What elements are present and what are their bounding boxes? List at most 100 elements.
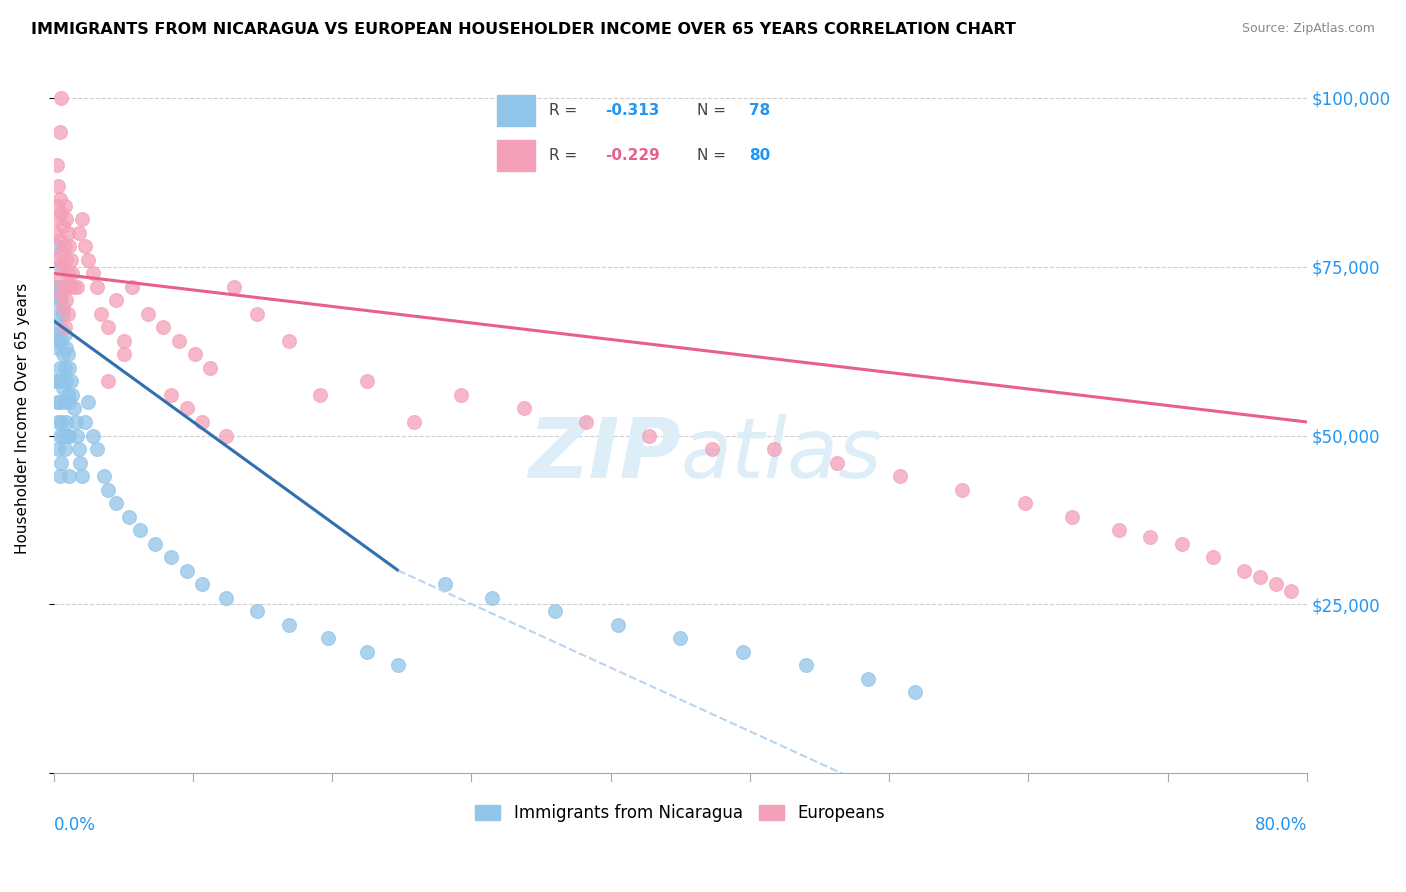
Point: [51, 246, 73, 260]
Point: [858, 672, 880, 686]
Point: [669, 631, 692, 645]
Point: [46, 375, 69, 389]
Point: [309, 388, 332, 402]
Point: [73, 239, 96, 253]
Point: [794, 658, 817, 673]
Point: [1108, 523, 1130, 537]
Point: [51, 375, 73, 389]
Point: [128, 523, 150, 537]
Point: [97, 483, 120, 497]
Point: [62, 267, 84, 281]
Point: [52, 347, 75, 361]
Point: [160, 550, 183, 565]
Point: [191, 415, 214, 429]
Point: [45, 158, 67, 172]
Point: [638, 428, 661, 442]
Point: [112, 347, 135, 361]
Text: 80.0%: 80.0%: [1254, 816, 1308, 834]
Point: [481, 591, 503, 605]
Point: [49, 233, 72, 247]
Point: [450, 388, 472, 402]
Point: [70, 469, 93, 483]
Point: [136, 307, 159, 321]
Point: [152, 320, 174, 334]
Point: [167, 334, 190, 348]
Point: [73, 415, 96, 429]
Point: [215, 591, 238, 605]
Point: [51, 293, 73, 308]
Point: [45, 334, 67, 348]
Point: [356, 375, 378, 389]
Text: 0.0%: 0.0%: [53, 816, 96, 834]
Point: [56, 307, 79, 321]
Point: [58, 361, 80, 376]
Point: [575, 415, 598, 429]
Point: [56, 226, 79, 240]
Point: [45, 199, 67, 213]
Point: [58, 469, 80, 483]
Point: [387, 658, 409, 673]
Point: [46, 260, 69, 274]
Point: [51, 456, 73, 470]
Point: [46, 178, 69, 193]
Point: [112, 334, 135, 348]
Point: [66, 280, 89, 294]
Point: [904, 685, 927, 699]
Point: [97, 320, 120, 334]
Point: [49, 394, 72, 409]
Legend: Immigrants from Nicaragua, Europeans: Immigrants from Nicaragua, Europeans: [468, 797, 891, 829]
Point: [950, 483, 973, 497]
Point: [63, 280, 86, 294]
Point: [55, 375, 77, 389]
Point: [52, 307, 75, 321]
Point: [58, 280, 80, 294]
Point: [53, 327, 76, 342]
Point: [316, 631, 339, 645]
Point: [52, 260, 75, 274]
Point: [246, 604, 269, 618]
Point: [49, 469, 72, 483]
Point: [191, 577, 214, 591]
Point: [356, 645, 378, 659]
Point: [56, 428, 79, 442]
Point: [51, 286, 73, 301]
Point: [56, 347, 79, 361]
Point: [49, 428, 72, 442]
Point: [44, 226, 66, 240]
Point: [731, 645, 754, 659]
Point: [121, 280, 143, 294]
Point: [49, 320, 72, 334]
Point: [1202, 550, 1225, 565]
Point: [51, 415, 73, 429]
Point: [46, 415, 69, 429]
Point: [49, 125, 72, 139]
Point: [53, 239, 76, 253]
Point: [200, 361, 222, 376]
Point: [55, 252, 77, 267]
Point: [58, 394, 80, 409]
Point: [1279, 583, 1302, 598]
Point: [52, 219, 75, 234]
Point: [53, 280, 76, 294]
Point: [215, 428, 238, 442]
Point: [77, 252, 100, 267]
Point: [97, 375, 120, 389]
Point: [52, 300, 75, 314]
Point: [105, 293, 128, 308]
Point: [46, 212, 69, 227]
Point: [70, 212, 93, 227]
Point: [66, 428, 89, 442]
Point: [825, 456, 848, 470]
Point: [434, 577, 457, 591]
Point: [45, 293, 67, 308]
Point: [49, 361, 72, 376]
Point: [86, 442, 108, 456]
Point: [544, 604, 567, 618]
Point: [45, 394, 67, 409]
Point: [1264, 577, 1286, 591]
Text: Source: ZipAtlas.com: Source: ZipAtlas.com: [1241, 22, 1375, 36]
Point: [512, 401, 534, 416]
Point: [59, 375, 82, 389]
Point: [58, 428, 80, 442]
Point: [82, 428, 104, 442]
